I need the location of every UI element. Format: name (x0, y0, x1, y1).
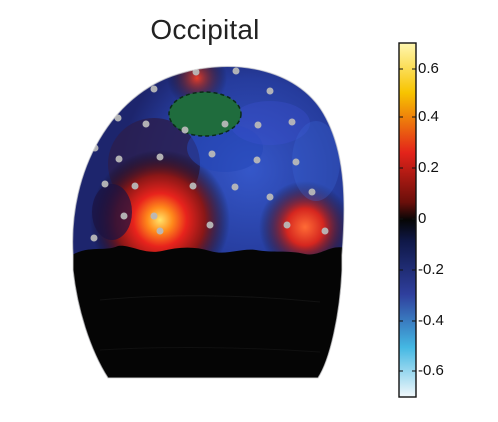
colorbar-label-5: -0.4 (418, 312, 444, 329)
figure-title: Occipital (150, 14, 260, 45)
colorbar-label-4: -0.2 (418, 261, 444, 278)
neck-mask (72, 245, 345, 378)
colorbar-label-2: 0.2 (418, 159, 439, 176)
colorbar (398, 42, 417, 398)
colorbar-label-3: 0 (418, 210, 427, 227)
colorbar-label-1: 0.4 (418, 108, 439, 125)
colorbar-label-6: -0.6 (418, 362, 444, 379)
highlight-patch (168, 91, 242, 137)
colorbar-ticks (399, 68, 416, 372)
colorbar-label-0: 0.6 (418, 60, 439, 77)
scalp-map (72, 66, 345, 378)
